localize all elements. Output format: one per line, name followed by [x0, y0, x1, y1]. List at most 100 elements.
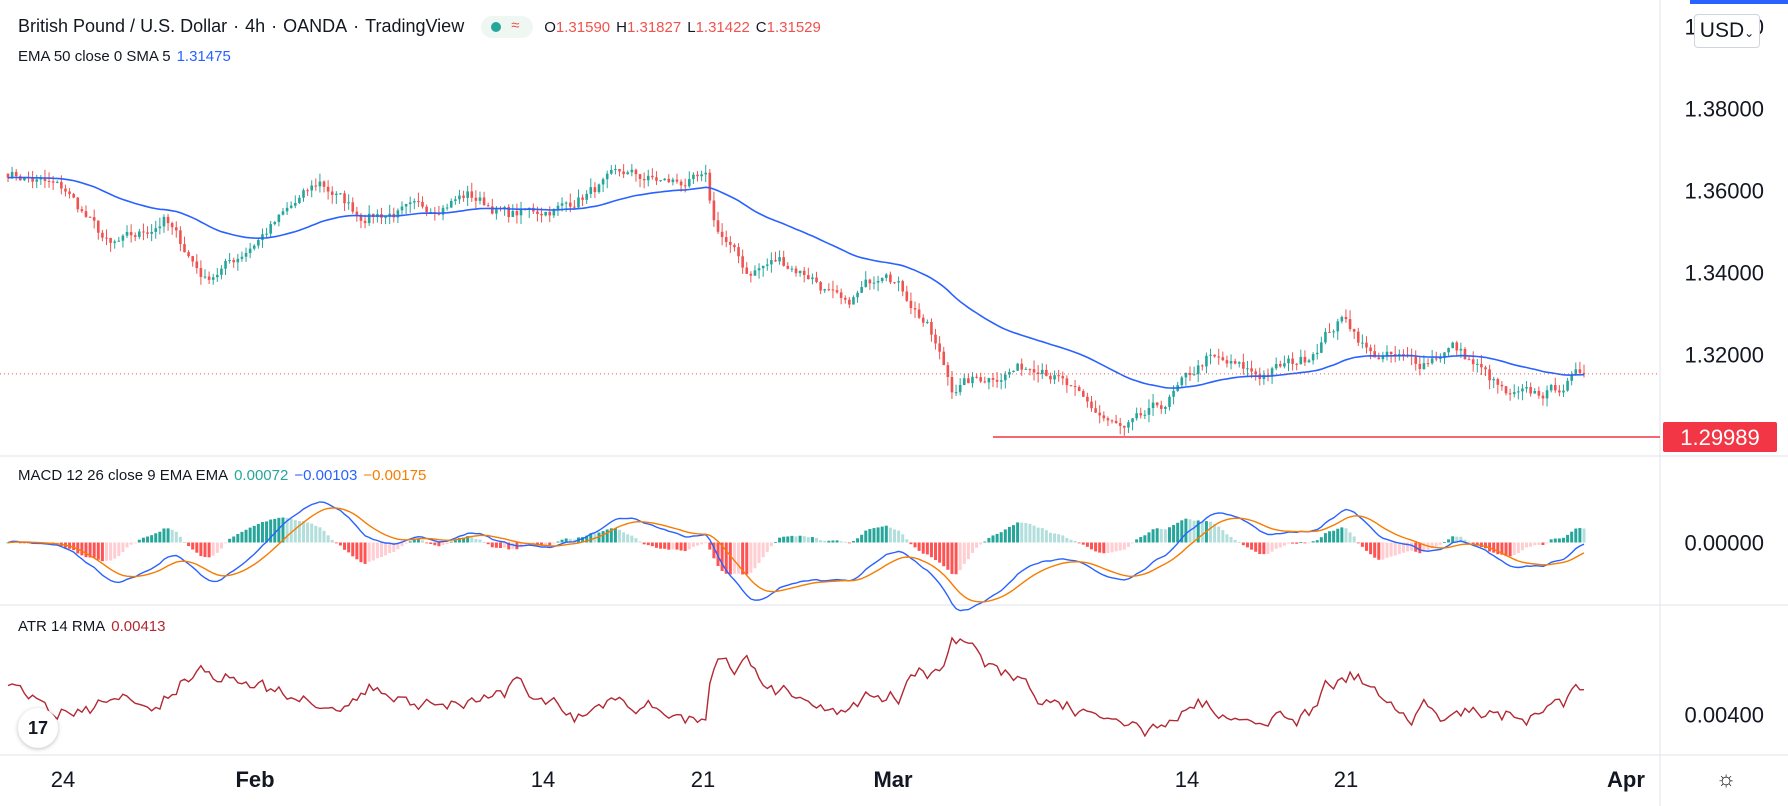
atr-legend[interactable]: ATR 14 RMA 0.00413	[18, 618, 171, 635]
candle-body	[1012, 370, 1015, 372]
symbol-legend[interactable]: British Pound / U.S. Dollar · 4h · OANDA · Tra…	[18, 16, 827, 39]
atr-tick-label: 0.00400	[1684, 703, 1764, 728]
candle-body	[1525, 387, 1528, 389]
candle-body	[158, 226, 162, 229]
candle-body	[495, 208, 498, 214]
macd-histogram-bar	[1328, 531, 1332, 543]
candle-body	[35, 179, 39, 182]
candle-body	[490, 206, 494, 214]
tradingview-logo[interactable]: 17	[18, 708, 58, 748]
candle-body	[174, 227, 178, 231]
candle-body	[417, 201, 420, 203]
support-price-label: 1.29989	[1680, 425, 1760, 450]
currency-button[interactable]: USD⌄	[1694, 14, 1760, 48]
macd-signal-value: −0.00175	[363, 467, 427, 484]
macd-histogram-bar	[22, 542, 26, 544]
macd-histogram-bar	[182, 542, 186, 543]
macd-histogram-bar	[1553, 538, 1557, 543]
macd-histogram-bar	[667, 542, 671, 550]
macd-histogram-bar	[1053, 533, 1057, 543]
candle-body	[889, 274, 892, 283]
macd-histogram-bar	[999, 532, 1003, 543]
macd-histogram-bar	[1360, 542, 1364, 547]
candle-body	[1307, 360, 1311, 363]
candle-body	[807, 275, 810, 280]
macd-histogram-bar	[585, 535, 589, 543]
candle-body	[1471, 359, 1475, 365]
macd-histogram-bar	[141, 537, 145, 543]
candle-body	[905, 291, 909, 301]
candle-body	[1106, 418, 1110, 421]
macd-histogram-bar	[663, 542, 667, 549]
macd-histogram-bar	[1044, 530, 1048, 543]
macd-histogram-bar	[1434, 542, 1438, 547]
candle-body	[1430, 358, 1434, 364]
candle-body	[737, 247, 740, 257]
macd-legend[interactable]: MACD 12 26 close 9 EMA EMA 0.00072 −0.0010…	[18, 467, 432, 484]
candle-body	[1348, 319, 1352, 330]
macd-histogram-bar	[1073, 540, 1077, 543]
macd-histogram-bar	[219, 542, 223, 549]
macd-histogram-bar	[1233, 539, 1237, 543]
candle-body	[1385, 351, 1389, 357]
candle-body	[950, 377, 954, 393]
macd-histogram-bar	[1516, 542, 1520, 554]
candle-body	[651, 175, 654, 178]
macd-histogram-bar	[125, 542, 129, 548]
candle-body	[183, 244, 186, 253]
candle-body	[729, 241, 732, 245]
macd-histogram-bar	[507, 542, 511, 550]
candle-body	[1086, 396, 1089, 402]
macd-histogram-bar	[326, 535, 330, 543]
macd-histogram-bar	[384, 542, 388, 556]
macd-histogram-bar	[137, 539, 141, 543]
candle-body	[474, 197, 478, 201]
candle-body	[1504, 386, 1508, 394]
macd-histogram-bar	[1492, 542, 1496, 553]
atr-legend-value: 0.00413	[111, 618, 166, 635]
candle-body	[663, 178, 666, 181]
candle-body	[1250, 368, 1253, 372]
macd-histogram-bar	[84, 542, 88, 558]
macd-histogram-bar	[523, 542, 527, 547]
candle-body	[1558, 390, 1561, 393]
candle-body	[339, 193, 342, 195]
macd-histogram-bar	[1525, 542, 1529, 548]
macd-histogram-bar	[400, 542, 404, 547]
macd-histogram-bar	[1114, 542, 1118, 552]
candle-body	[1508, 393, 1512, 395]
candle-body	[979, 377, 982, 382]
candle-body	[659, 180, 662, 182]
macd-histogram-bar	[1348, 532, 1352, 543]
candle-body	[400, 206, 404, 211]
candle-body	[273, 222, 277, 225]
candle-body	[199, 268, 203, 278]
candle-body	[302, 190, 305, 198]
candle-body	[1480, 363, 1483, 368]
candle-body	[823, 289, 827, 291]
macd-histogram-bar	[1352, 536, 1356, 543]
macd-histogram-bar	[782, 536, 786, 543]
candle-body	[1295, 363, 1299, 365]
gear-icon[interactable]: ☼	[1716, 766, 1737, 791]
candle-body	[1566, 380, 1569, 391]
market-status-pill[interactable]: ≈	[481, 16, 534, 39]
candle-body	[1455, 342, 1459, 351]
macd-histogram-bar	[1065, 537, 1069, 543]
macd-histogram-bar	[474, 538, 478, 543]
macd-histogram-bar	[983, 541, 987, 543]
platform-label: TradingView	[365, 16, 465, 36]
macd-histogram-bar	[503, 542, 507, 548]
candle-body	[1328, 331, 1331, 333]
macd-histogram-bar	[1003, 529, 1007, 543]
macd-histogram-bar	[162, 528, 166, 543]
macd-histogram-bar	[622, 532, 626, 543]
macd-histogram-bar	[252, 525, 256, 543]
candle-body	[6, 173, 10, 178]
ema-legend[interactable]: EMA 50 close 0 SMA 5 1.31475	[18, 48, 237, 65]
macd-histogram-bar	[650, 542, 654, 547]
candle-body	[519, 208, 523, 216]
candle-body	[92, 217, 96, 221]
